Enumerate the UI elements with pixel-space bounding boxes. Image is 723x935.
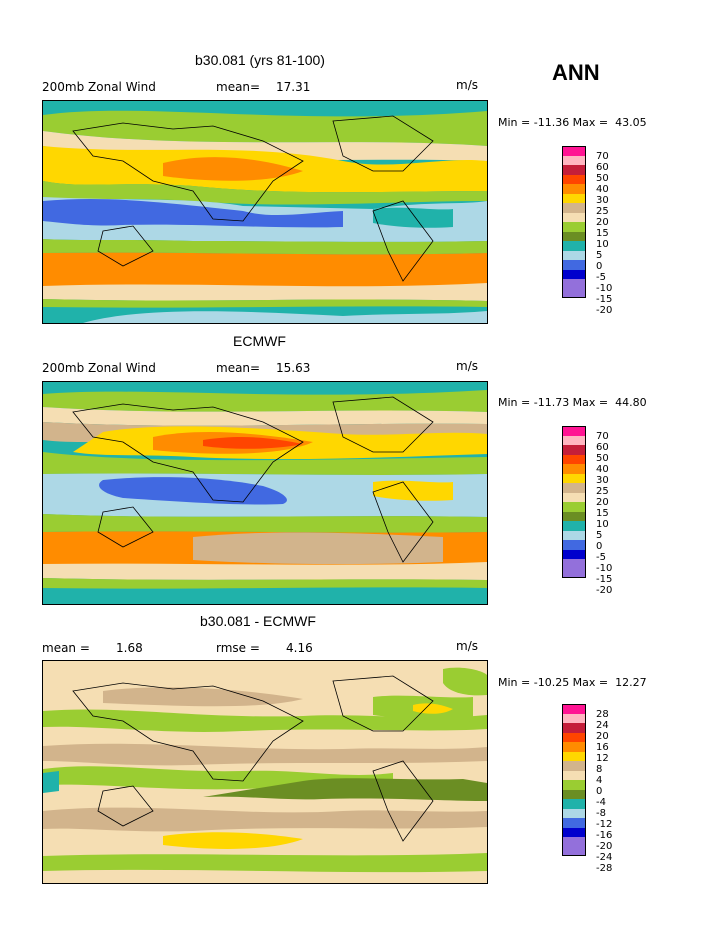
colorbar-label: 10 bbox=[596, 519, 609, 530]
colorbar-label: -20 bbox=[596, 585, 613, 596]
panel2-mean-label: mean= bbox=[216, 361, 261, 375]
panel3-title: b30.081 - ECMWF bbox=[200, 613, 316, 629]
colorbar-label: 70 bbox=[596, 151, 609, 162]
colorbar-label: -8 bbox=[596, 808, 606, 819]
colorbar-label: 40 bbox=[596, 464, 609, 475]
colorbar-label: -28 bbox=[596, 863, 613, 874]
panel3-rmse-label: rmse = bbox=[216, 641, 260, 655]
colorbar-label: 20 bbox=[596, 217, 609, 228]
colorbar-label: 15 bbox=[596, 508, 609, 519]
colorbar-label: -16 bbox=[596, 830, 613, 841]
colorbar-label: 30 bbox=[596, 195, 609, 206]
colorbar-label: 25 bbox=[596, 486, 609, 497]
colorbar-label: 16 bbox=[596, 742, 609, 753]
colorbar-label: 15 bbox=[596, 228, 609, 239]
panel3-colorbar bbox=[562, 704, 586, 856]
colorbar-label: -20 bbox=[596, 841, 613, 852]
colorbar-label: 25 bbox=[596, 206, 609, 217]
colorbar-label: 0 bbox=[596, 541, 603, 552]
panel3-minmax: Min = -10.25 Max = 12.27 bbox=[498, 676, 647, 689]
colorbar-label: 20 bbox=[596, 731, 609, 742]
season-label: ANN bbox=[552, 60, 600, 85]
colorbar-label: -5 bbox=[596, 552, 606, 563]
panel2-minmax: Min = -11.73 Max = 44.80 bbox=[498, 396, 647, 409]
panel2-map bbox=[42, 381, 488, 605]
panel1-colorbar-labels: 70 60 50 40 30 25 20 15 10 5 0 -5 -10 -1… bbox=[596, 151, 612, 316]
colorbar-label: 4 bbox=[596, 775, 603, 786]
panel1-units: m/s bbox=[456, 78, 478, 92]
colorbar-label: 50 bbox=[596, 173, 609, 184]
colorbar-label: 12 bbox=[596, 753, 609, 764]
colorbar-label: -15 bbox=[596, 574, 613, 585]
panel2-field-label: 200mb Zonal Wind bbox=[42, 361, 156, 375]
colorbar-label: -10 bbox=[596, 283, 613, 294]
colorbar-label: 0 bbox=[596, 786, 603, 797]
colorbar-label: 20 bbox=[596, 497, 609, 508]
panel1-map bbox=[42, 100, 488, 324]
panel3-units: m/s bbox=[456, 639, 478, 653]
colorbar-label: 5 bbox=[596, 250, 603, 261]
panel3-mean-label: mean = bbox=[42, 641, 90, 655]
colorbar-label: 60 bbox=[596, 442, 609, 453]
panel1-contour-field bbox=[43, 101, 487, 323]
panel2-mean-value: 15.63 bbox=[276, 361, 311, 375]
panel3-map bbox=[42, 660, 488, 884]
colorbar-label: 10 bbox=[596, 239, 609, 250]
colorbar-label: 24 bbox=[596, 720, 609, 731]
colorbar-label: -20 bbox=[596, 305, 613, 316]
panel3-mean-value: 1.68 bbox=[116, 641, 143, 655]
colorbar-label: -4 bbox=[596, 797, 606, 808]
panel1-mean-value: 17.31 bbox=[276, 80, 311, 94]
panel3-rmse-value: 4.16 bbox=[286, 641, 313, 655]
panel3-contour-field bbox=[43, 661, 487, 883]
panel1-title: b30.081 (yrs 81-100) bbox=[195, 52, 325, 68]
panel1-field-label: 200mb Zonal Wind bbox=[42, 80, 156, 94]
colorbar-label: 5 bbox=[596, 530, 603, 541]
panel2-colorbar bbox=[562, 426, 586, 578]
colorbar-label: -24 bbox=[596, 852, 613, 863]
colorbar-label: 30 bbox=[596, 475, 609, 486]
panel3-colorbar-labels: 28 24 20 16 12 8 4 0 -4 -8 -12 -16 -20 -… bbox=[596, 709, 612, 874]
colorbar-label: 50 bbox=[596, 453, 609, 464]
colorbar-label: -10 bbox=[596, 563, 613, 574]
panel2-units: m/s bbox=[456, 359, 478, 373]
colorbar-label: 0 bbox=[596, 261, 603, 272]
colorbar-label: -5 bbox=[596, 272, 606, 283]
panel1-colorbar bbox=[562, 146, 586, 298]
panel1-mean-label: mean= bbox=[216, 80, 261, 94]
colorbar-label: 70 bbox=[596, 431, 609, 442]
panel2-colorbar-labels: 70 60 50 40 30 25 20 15 10 5 0 -5 -10 -1… bbox=[596, 431, 612, 596]
colorbar-label: 60 bbox=[596, 162, 609, 173]
colorbar-label: -15 bbox=[596, 294, 613, 305]
colorbar-label: 28 bbox=[596, 709, 609, 720]
panel2-title: ECMWF bbox=[233, 333, 286, 349]
panel1-minmax: Min = -11.36 Max = 43.05 bbox=[498, 116, 647, 129]
colorbar-label: 40 bbox=[596, 184, 609, 195]
panel2-contour-field bbox=[43, 382, 487, 604]
colorbar-label: -12 bbox=[596, 819, 613, 830]
colorbar-label: 8 bbox=[596, 764, 603, 775]
